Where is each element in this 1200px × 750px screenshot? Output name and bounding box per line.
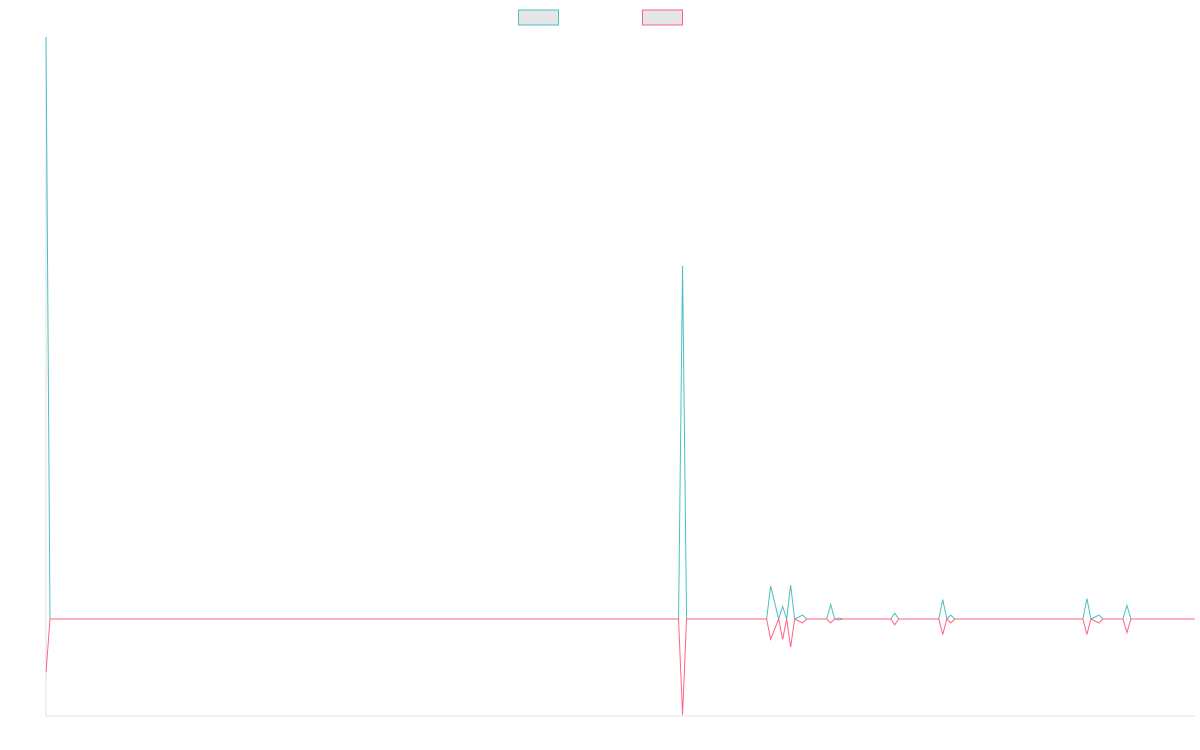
legend-swatch: [518, 9, 559, 26]
legend-swatch: [642, 9, 683, 26]
series-line: [45, 617, 1195, 716]
series-line: [45, 36, 1195, 621]
